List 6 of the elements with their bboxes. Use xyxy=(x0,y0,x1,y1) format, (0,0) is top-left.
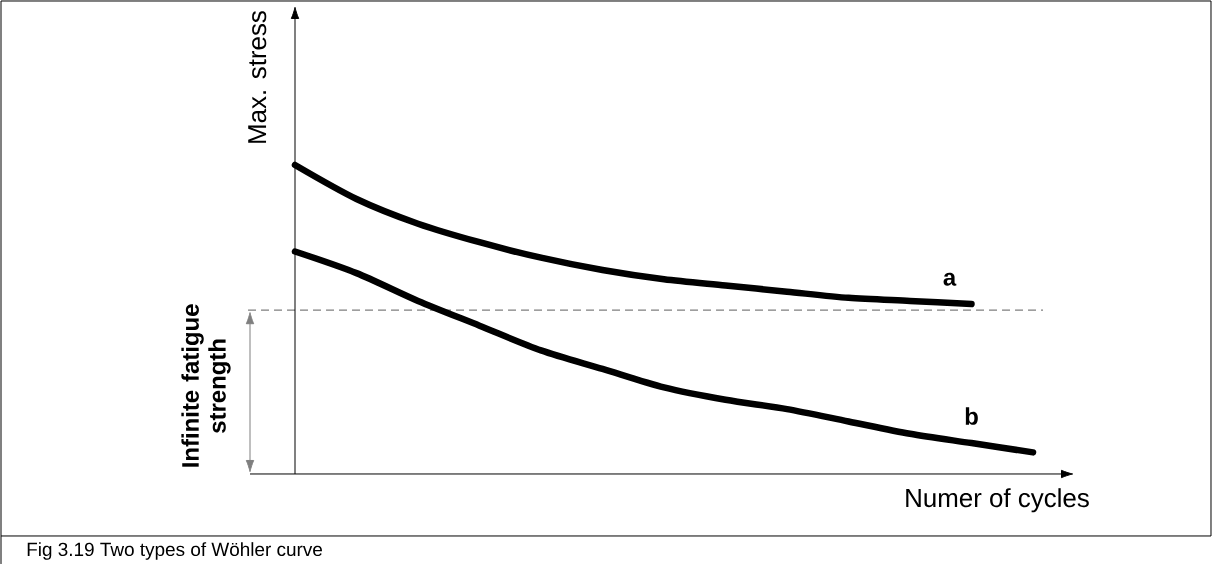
series-label: a xyxy=(943,272,957,286)
caption: Fig 3.19 Two types of Wöhler curve xyxy=(27,542,323,560)
series-label: b xyxy=(965,407,978,425)
x-axis-title: Numer of cycles xyxy=(906,488,1089,513)
legend-label: Infinite fatigue strength xyxy=(181,304,231,467)
y-axis-title: Max. stress xyxy=(248,11,267,143)
